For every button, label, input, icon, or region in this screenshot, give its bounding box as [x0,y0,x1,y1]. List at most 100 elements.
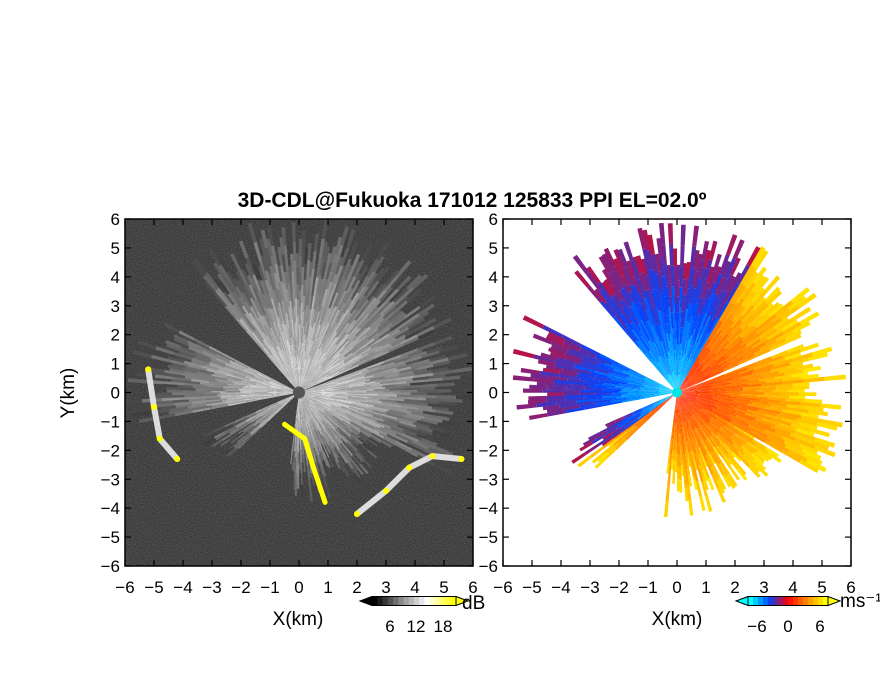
snr-cell [321,219,329,240]
snr-cell [312,390,327,392]
velocity-cell [631,302,643,322]
snr-cell [229,432,239,441]
velocity-cell [529,384,548,390]
snr-cell [321,368,334,378]
velocity-cell [690,348,700,364]
velocity-cell [711,407,730,416]
velocity-cell [601,281,614,297]
velocity-cell [753,348,771,358]
snr-cell [167,394,185,399]
colorbar-min-arrow [734,595,749,607]
snr-cell [384,426,402,436]
velocity-cell [677,390,699,393]
velocity-cell [631,321,643,337]
velocity-cell [729,414,748,424]
snr-cell [402,414,421,421]
velocity-cell [641,272,650,291]
snr-cell [253,369,270,378]
velocity-cell [771,425,792,436]
velocity-cell [669,244,674,266]
velocity-cell [802,452,823,466]
snr-cell [311,366,324,380]
snr-cell [317,439,323,450]
velocity-cell [710,433,721,445]
velocity-cell [724,258,737,279]
snr-cell [306,365,315,380]
snr-cell [301,439,303,448]
snr-cell [348,445,357,455]
snr-cell [321,448,327,459]
velocity-cell [656,387,677,393]
snr-cell [246,421,257,429]
velocity-cell [727,457,739,470]
snr-cell [329,467,335,478]
velocity-cell [681,427,685,440]
velocity-cell [583,396,603,400]
velocity-cell [728,342,747,357]
snr-cell [360,428,372,436]
snr-cell [229,427,239,435]
velocity-cell [642,382,661,388]
velocity-cell [550,344,568,354]
snr-cell [299,373,303,393]
velocity-cell [603,247,617,268]
snr-cell [315,399,332,407]
snr-cell [336,437,346,447]
snr-cell [234,441,244,450]
velocity-cell [773,316,789,330]
snr-cell [327,401,342,408]
snr-cell [341,428,352,437]
velocity-cell [590,371,608,378]
snr-cell [344,264,353,280]
velocity-cell [770,362,791,370]
snr-cell [215,432,227,441]
snr-cell [335,244,344,264]
snr-cell [274,349,284,365]
snr-cell [358,299,369,313]
snr-cell [418,407,437,413]
snr-cell [197,405,213,410]
velocity-cell [724,368,741,376]
velocity-cell [718,400,740,406]
velocity-cell [799,443,819,455]
snr-cell [278,354,286,368]
snr-cell [302,357,308,376]
snr-cell [241,305,253,322]
snr-cell [448,417,469,425]
snr-cell [379,432,397,443]
velocity-cell [740,383,762,388]
velocity-cell [626,260,636,278]
velocity-cell [717,431,729,443]
snr-cell [260,334,272,350]
snr-cell [187,364,207,371]
velocity-cell [694,387,713,391]
snr-cell [214,289,229,306]
snr-cell [163,322,180,334]
snr-cell [281,398,291,405]
snr-radar-site [293,386,305,399]
velocity-cell [775,329,794,342]
velocity-cell [709,451,718,464]
snr-cell [306,398,315,406]
snr-cell [335,340,349,355]
snr-cell [298,358,300,376]
snr-cell [230,436,240,444]
velocity-cell [659,399,669,407]
velocity-cell [730,313,743,329]
velocity-cell [675,452,678,463]
velocity-cell [598,255,612,275]
y-tick-label: 2 [111,326,120,345]
snr-cell [237,397,253,401]
snr-cell [237,279,247,294]
velocity-cell [579,403,596,408]
snr-cell [302,360,308,377]
snr-cell [352,443,361,452]
snr-cell [283,391,299,393]
velocity-cell [536,401,557,408]
velocity-cell [674,360,677,377]
snr-cell [250,421,258,428]
snr-cell [331,400,349,407]
velocity-cell [679,402,683,412]
snr-cell [277,397,289,403]
snr-cell [439,401,457,406]
